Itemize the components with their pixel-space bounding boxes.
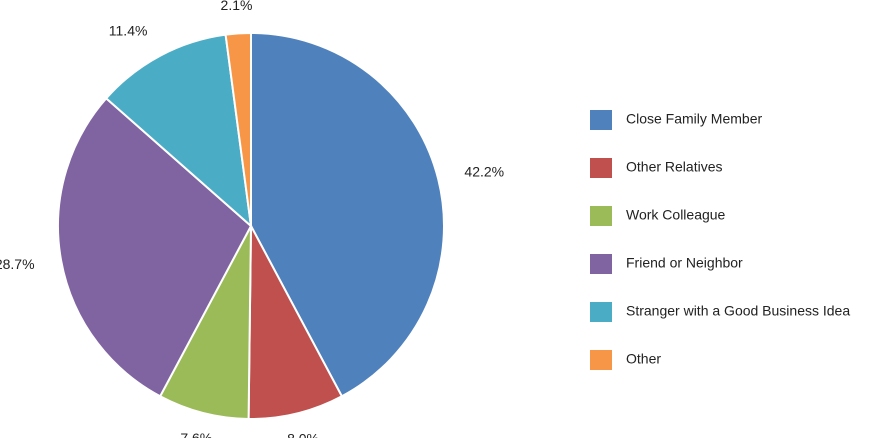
slice-label: 28.7% (0, 256, 35, 272)
slice-label: 8.0% (287, 430, 319, 438)
slice-label: 42.2% (464, 163, 504, 179)
pie-slice (247, 225, 344, 420)
pie-slice (57, 96, 253, 398)
legend-label: Stranger with a Good Business Idea (626, 303, 850, 319)
slice-label: 11.4% (109, 23, 148, 39)
slice-label: 7.6% (180, 430, 212, 438)
legend-label: Other Relatives (626, 159, 722, 175)
legend-label: Work Colleague (626, 207, 726, 223)
legend-swatch (590, 302, 612, 322)
pie-slice (250, 31, 445, 398)
legend-label: Friend or Neighbor (626, 255, 743, 271)
legend-label: Close Family Member (626, 111, 762, 127)
legend-swatch (590, 206, 612, 226)
pie-slice (104, 33, 253, 229)
legend-swatch (590, 350, 612, 370)
legend-swatch (590, 110, 612, 130)
legend-swatch (590, 254, 612, 274)
legend-swatch (590, 158, 612, 178)
slice-label: 2.1% (221, 0, 253, 13)
pie-slice (224, 31, 252, 227)
legend-label: Other (626, 351, 661, 367)
